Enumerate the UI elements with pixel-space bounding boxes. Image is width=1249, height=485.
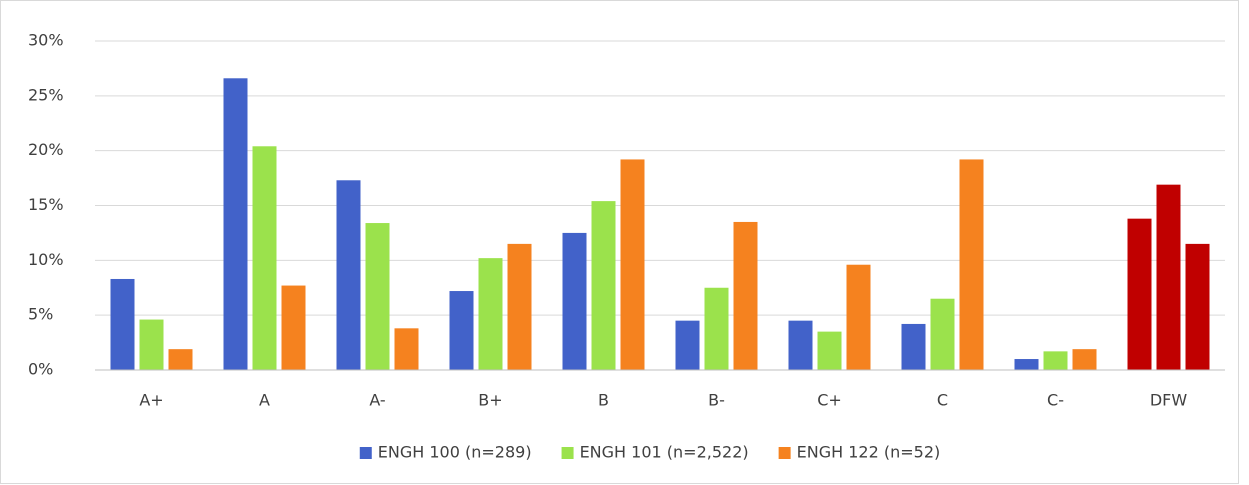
bar [959, 159, 984, 370]
bar [788, 320, 813, 370]
x-tick-label: DFW [1150, 391, 1188, 410]
x-tick-label: B+ [478, 391, 502, 410]
x-tick-label: A- [369, 391, 385, 410]
bar [449, 291, 474, 370]
legend-swatch [561, 447, 574, 459]
bar [168, 349, 193, 370]
bar [478, 258, 503, 370]
x-tick-label: B [598, 391, 609, 410]
bar [846, 264, 871, 370]
x-tick-label: A [259, 391, 270, 410]
bar [1072, 349, 1097, 370]
legend-label: ENGH 101 (n=2,522) [580, 443, 749, 462]
bar [252, 146, 277, 370]
bar [1185, 243, 1210, 370]
bar [281, 285, 306, 370]
y-tick-label: 0% [28, 360, 53, 379]
bar [223, 78, 248, 370]
legend-label: ENGH 122 (n=52) [797, 443, 941, 462]
bar [591, 201, 616, 370]
bar [620, 159, 645, 370]
bar [394, 328, 419, 370]
bar [817, 331, 842, 370]
bar [704, 287, 729, 370]
bar [1043, 351, 1068, 370]
x-tick-label: B- [708, 391, 725, 410]
x-tick-label: A+ [139, 391, 163, 410]
bar [733, 221, 758, 370]
bar [562, 232, 587, 370]
bar [930, 298, 955, 370]
x-tick-label: C [937, 391, 948, 410]
bar [365, 223, 390, 370]
bar [1156, 184, 1181, 370]
y-tick-label: 10% [28, 250, 64, 269]
bar [139, 319, 164, 370]
x-tick-label: C+ [817, 391, 842, 410]
bar [901, 323, 926, 370]
legend-label: ENGH 100 (n=289) [378, 443, 532, 462]
legend-swatch [359, 447, 372, 459]
bar [336, 180, 361, 370]
x-tick-label: C- [1047, 391, 1064, 410]
y-tick-label: 25% [28, 85, 64, 104]
bar [1127, 218, 1152, 370]
bar [110, 278, 135, 370]
y-tick-label: 20% [28, 140, 64, 159]
bar [675, 320, 700, 370]
y-tick-label: 5% [28, 305, 53, 324]
legend-swatch [778, 447, 791, 459]
y-tick-label: 30% [28, 31, 64, 50]
y-tick-label: 15% [28, 195, 64, 214]
bar [507, 243, 532, 370]
bar [1014, 359, 1039, 370]
